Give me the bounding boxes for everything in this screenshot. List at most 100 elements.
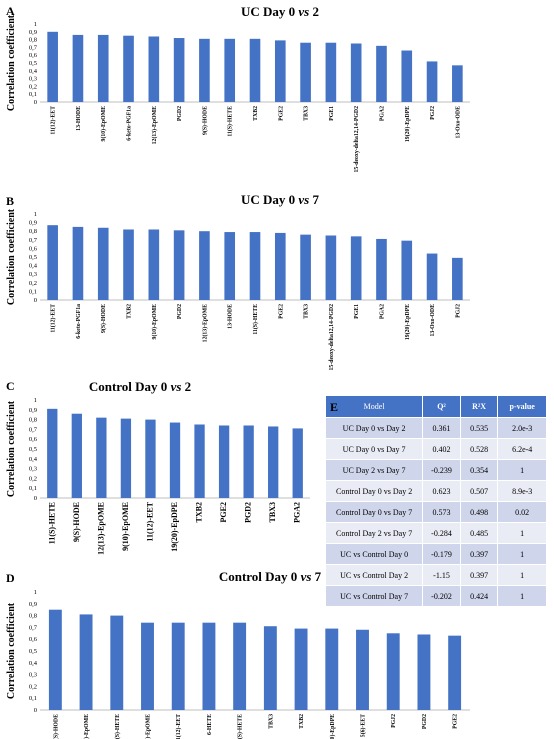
bar [300, 234, 311, 300]
y-tick-label: 0,1 [29, 695, 37, 702]
bar [145, 419, 156, 498]
bar [249, 232, 261, 300]
bar [218, 425, 230, 498]
y-axis-label: Correlation coefficient [6, 208, 17, 305]
y-tick-label: 0,2 [29, 475, 37, 482]
cell-pvalue: 1 [497, 522, 547, 544]
x-category-label: 12(13)-EpOME [96, 502, 105, 555]
x-category-label: PGE2 [453, 714, 459, 729]
x-category-label: 9(10)-EpOME [121, 502, 130, 551]
bar [173, 230, 185, 300]
y-tick-label: 0,5 [29, 60, 37, 67]
header-r2x: R²X [459, 395, 499, 418]
y-tick-label: 0 [34, 99, 37, 106]
cell-model: UC Day 2 vs Day 7 [324, 459, 424, 481]
x-category-label: TXB2 [127, 304, 133, 319]
x-category-label: PGD2 [177, 304, 183, 319]
bar [294, 628, 308, 710]
y-tick-label: 0,1 [29, 288, 37, 295]
cell-pvalue: 1 [497, 585, 547, 607]
bar [292, 428, 303, 498]
table-row: UC vs Control Day 0 -0.179 0.397 1 [324, 543, 547, 565]
bar [249, 38, 261, 102]
cell-r2x: 0.528 [459, 438, 499, 460]
bar [123, 229, 134, 300]
cell-q2: -0.202 [422, 585, 461, 607]
cell-model: UC vs Control Day 2 [324, 564, 424, 586]
x-category-label: 12(13)-EpOME [201, 304, 208, 342]
table-row: UC Day 0 vs Day 7 0.402 0.528 6.2e-4 [324, 438, 547, 460]
x-category-label: 13-HODE [228, 304, 234, 329]
bar [120, 418, 132, 498]
x-category-label: 9(S)-HODE [52, 714, 59, 739]
cell-pvalue: 1 [497, 564, 547, 586]
cell-model: Control Day 0 vs Day 2 [324, 480, 424, 502]
x-category-label: 6-keto-PGF1a [127, 106, 133, 141]
y-tick-label: 0,4 [29, 660, 38, 667]
cell-r2x: 0.397 [459, 543, 499, 565]
y-tick-label: 0,8 [29, 37, 37, 44]
y-axis-label: Correlation coefficient [6, 14, 17, 111]
y-tick-label: 0,9 [29, 407, 37, 414]
x-category-label: 12(13)-EpOME [151, 106, 158, 144]
y-tick-label: 0,3 [29, 271, 37, 278]
cell-model: Control Day 2 vs Day 7 [324, 522, 424, 544]
x-category-label: 9(S)-HODE [100, 304, 107, 333]
bar [386, 633, 400, 710]
bar [72, 34, 84, 102]
table-row: Control Day 0 vs Day 7 0.573 0.498 0.02 [324, 501, 547, 523]
bar [199, 231, 210, 300]
cell-r2x: 0.397 [459, 564, 499, 586]
x-category-label: TXB2 [299, 714, 305, 729]
x-category-label: 15-deoxy-delta12,14-PGD2 [354, 106, 360, 173]
bar [325, 628, 339, 710]
x-category-label: 11(12)-EET [145, 501, 154, 541]
x-category-label: TBX3 [268, 714, 274, 729]
bar [401, 50, 413, 102]
cell-r2x: 0.424 [459, 585, 499, 607]
x-category-label: 19(20)-EpDPE [329, 714, 336, 739]
x-category-label: 9(10)-EpOME [83, 714, 90, 739]
y-tick-label: 0,6 [29, 52, 38, 59]
bar [263, 626, 277, 710]
bar [224, 232, 236, 300]
y-tick-label: 0,7 [29, 426, 38, 433]
cell-pvalue: 2.0e-3 [497, 417, 547, 439]
y-tick-label: 0,6 [29, 636, 38, 643]
y-tick-label: 0,8 [29, 228, 37, 235]
header-model: Model [324, 395, 424, 418]
bar [268, 426, 279, 498]
y-tick-label: 0,6 [29, 245, 38, 252]
bar [417, 634, 431, 710]
y-tick-label: 1 [34, 397, 37, 404]
x-category-label: 19(20)-EpDPE [170, 502, 179, 552]
x-category-label: TBX3 [304, 106, 310, 121]
bar [199, 38, 210, 102]
table-row: Control Day 0 vs Day 2 0.623 0.507 8.9e-3 [324, 480, 547, 502]
cell-model: UC Day 0 vs Day 7 [324, 438, 424, 460]
x-category-label: PGJ2 [391, 714, 397, 728]
x-category-label: PGE2 [219, 502, 228, 522]
table-row: UC vs Control Day 2 -1.15 0.397 1 [324, 564, 547, 586]
y-tick-label: 0,4 [29, 263, 38, 270]
y-tick-label: 0,9 [29, 29, 37, 36]
x-category-label: 13-HODE [76, 106, 82, 131]
x-category-label: 11(12)-EET [50, 304, 57, 333]
y-tick-label: 0 [34, 707, 37, 714]
bar [350, 236, 362, 300]
y-tick-label: 0,7 [29, 237, 38, 244]
cell-model: UC vs Control Day 7 [324, 585, 424, 607]
x-category-label: TBX3 [268, 502, 277, 522]
x-category-label: PGD2 [244, 502, 253, 523]
y-tick-label: 0,9 [29, 601, 37, 608]
bar [243, 425, 254, 498]
bar [452, 257, 463, 300]
bar [448, 635, 462, 710]
x-category-label: 19(20)-EpDPE [404, 106, 411, 142]
header-q2: Q² [422, 395, 461, 418]
bar [194, 424, 205, 498]
x-category-label: 9(S)-HODE [72, 502, 81, 542]
bar [376, 45, 387, 102]
cell-pvalue: 1 [497, 543, 547, 565]
y-tick-label: 0,7 [29, 624, 38, 631]
